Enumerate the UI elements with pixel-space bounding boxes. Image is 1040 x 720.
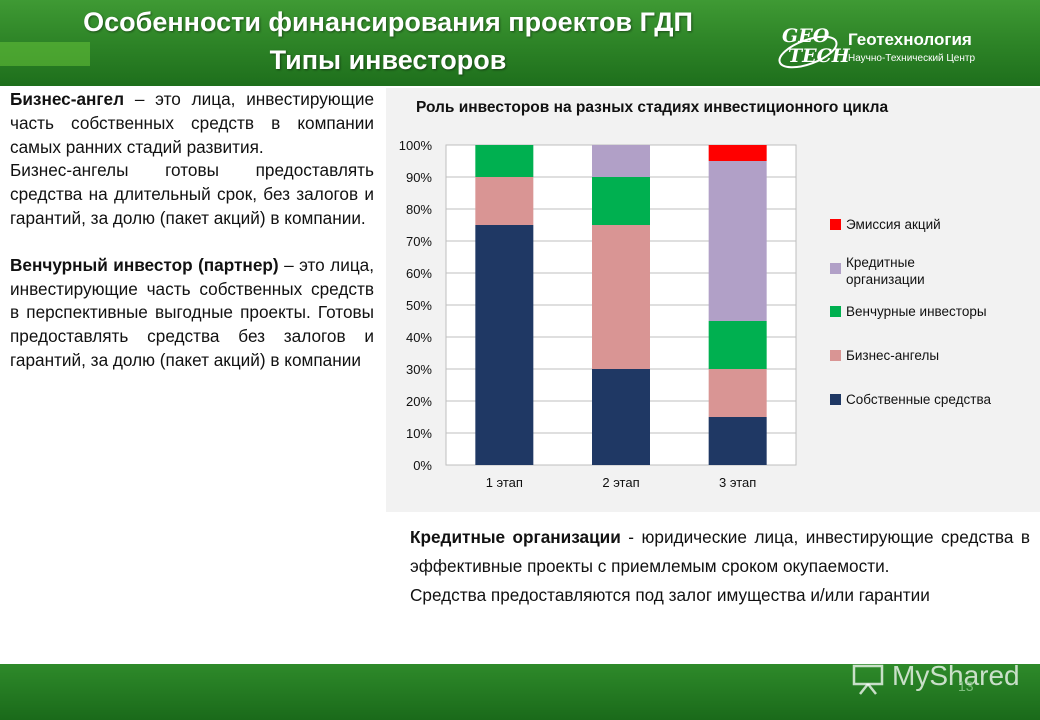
bar-segment	[708, 145, 767, 161]
angel-definition: – это лица, инвестирующие часть собствен…	[10, 89, 374, 157]
venture-definition: – это лица, инвестирующие часть собствен…	[10, 254, 374, 370]
bar-segment	[475, 225, 534, 465]
credit-term: Кредитные организации	[410, 527, 621, 547]
investor-definitions: Бизнес-ангел – это лица, инвестирующие ч…	[10, 88, 374, 373]
geotech-logo-icon: GEO TECH	[774, 24, 850, 74]
y-tick-label: 0%	[413, 458, 432, 473]
legend-label: Собственные средства	[846, 392, 991, 407]
credit-paragraph: Кредитные организации - юридические лица…	[410, 523, 1030, 581]
venture-paragraph: Венчурный инвестор (партнер) – это лица,…	[10, 254, 374, 373]
bar-segment	[592, 177, 650, 225]
bar-segment	[475, 177, 534, 225]
y-tick-label: 40%	[406, 330, 432, 345]
legend-swatch	[830, 394, 841, 405]
presentation-icon	[852, 664, 884, 695]
y-tick-label: 60%	[406, 266, 432, 281]
angel-paragraph: Бизнес-ангел – это лица, инвестирующие ч…	[10, 88, 374, 159]
credit-extra-paragraph: Средства предоставляются под залог имуще…	[410, 585, 930, 605]
angel-extra-paragraph: Бизнес-ангелы готовы предоставлять средс…	[10, 160, 374, 228]
bar-segment	[592, 369, 650, 465]
legend-label: Бизнес-ангелы	[846, 348, 939, 363]
logo-company-name: Геотехнология	[848, 30, 972, 49]
legend-swatch	[830, 219, 841, 230]
chart-canvas: Роль инвесторов на разных стадиях инвест…	[399, 99, 992, 490]
y-tick-label: 30%	[406, 362, 432, 377]
x-tick-label: 2 этап	[602, 475, 639, 490]
slide-subtitle: Типы инвесторов	[269, 45, 507, 75]
bar-segment	[708, 417, 767, 465]
logo-mark-line2: TECH	[788, 45, 850, 67]
header-band: Особенности финансирования проектов ГДП …	[0, 0, 1040, 86]
y-tick-label: 20%	[406, 394, 432, 409]
legend-swatch	[830, 263, 841, 274]
angel-term: Бизнес-ангел	[10, 89, 125, 109]
watermark-text: MyShared	[892, 660, 1020, 691]
credit-definition: - юридические лица, инвестирующие средст…	[410, 527, 1030, 576]
legend-label: Венчурные инвесторы	[846, 304, 987, 319]
company-logo: GEO TECH Геотехнология Научно-Технически…	[774, 24, 1034, 74]
bar-segment	[708, 321, 767, 369]
bar-segment	[708, 161, 767, 321]
bar-segment	[592, 145, 650, 177]
header-accent	[0, 42, 90, 66]
page-number: 13	[958, 678, 974, 694]
y-tick-label: 80%	[406, 202, 432, 217]
investor-role-chart: Роль инвесторов на разных стадиях инвест…	[386, 88, 1040, 512]
venture-term: Венчурный инвестор (партнер)	[10, 254, 279, 275]
legend-swatch	[830, 350, 841, 361]
logo-mark-line1: GEO	[782, 25, 830, 47]
x-tick-label: 3 этап	[719, 475, 756, 490]
y-tick-label: 70%	[406, 234, 432, 249]
legend-label: Кредитные организации	[846, 255, 925, 287]
legend-label: Эмиссия акций	[846, 217, 941, 232]
bar-segment	[475, 145, 534, 177]
y-tick-label: 50%	[406, 298, 432, 313]
slide-title: Особенности финансирования проектов ГДП	[83, 7, 693, 37]
footer-band	[0, 664, 1040, 720]
x-tick-label: 1 этап	[486, 475, 523, 490]
bar-segment	[592, 225, 650, 369]
bar-segment	[708, 369, 767, 417]
y-tick-label: 90%	[406, 170, 432, 185]
credit-definition-block: Кредитные организации - юридические лица…	[410, 523, 1030, 610]
logo-company-subtitle: Научно-Технический Центр	[848, 53, 976, 64]
y-tick-label: 10%	[406, 426, 432, 441]
paragraph-gap	[10, 231, 374, 254]
legend-swatch	[830, 306, 841, 317]
y-tick-label: 100%	[399, 138, 433, 153]
chart-title: Роль инвесторов на разных стадиях инвест…	[416, 99, 889, 116]
